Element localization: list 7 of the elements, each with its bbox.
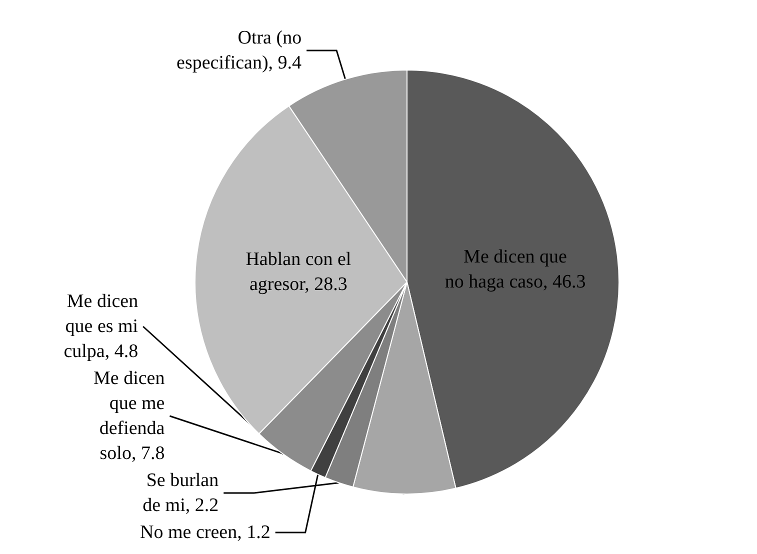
slice-label: No me creen, 1.2 xyxy=(140,522,270,543)
slice-label: Hablan con el agresor, 28.3 xyxy=(246,249,352,296)
slice-label: Me dicen que no haga caso, 46.3 xyxy=(444,246,586,292)
slice-label: Otra (no especifican), 9.4 xyxy=(176,27,302,74)
slice-label: Se burlan de mi, 2.2 xyxy=(142,470,220,516)
slice-label: Me dicen que es mi culpa, 4.8 xyxy=(64,291,139,362)
slice-label: Me dicen que me defienda solo, 7.8 xyxy=(93,368,166,464)
